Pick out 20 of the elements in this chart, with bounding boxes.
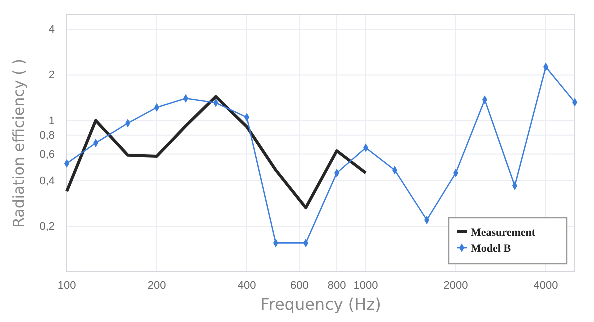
y-tick-label: 0,6: [40, 148, 55, 161]
y-tick-label: 4: [48, 24, 55, 36]
x-tick-label: 2000: [444, 280, 468, 292]
x-axis-title: Frequency (Hz): [260, 295, 382, 314]
line-series: [66, 95, 368, 210]
y-tick-label: 2: [48, 70, 55, 82]
legend-label: Measurement: [471, 226, 536, 239]
x-tick-label: 600: [290, 280, 309, 292]
y-tick-label: 1: [48, 115, 55, 128]
y-axis-title: Radiation efficiency ( ): [10, 59, 28, 228]
x-tick-label: 800: [328, 280, 346, 292]
x-tick-label: 400: [238, 280, 256, 292]
y-tick-label: 0,8: [40, 130, 55, 142]
y-tick-label: 0,4: [40, 175, 55, 188]
legend-label: Model B: [471, 242, 512, 255]
x-tick-label: 4000: [534, 280, 558, 292]
x-tick-label: 1000: [354, 280, 378, 292]
x-tick-label: 200: [148, 280, 166, 292]
x-tick-label: 100: [58, 280, 76, 292]
y-tick-label: 0,2: [40, 220, 55, 233]
